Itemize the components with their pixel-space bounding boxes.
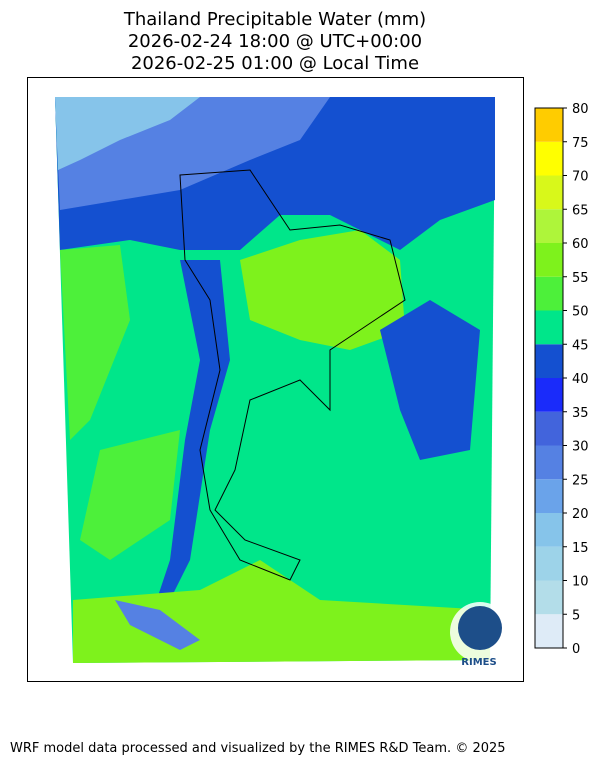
colorbar-tick-label: 45: [572, 338, 589, 353]
colorbar-segment: [535, 310, 563, 345]
colorbar-segment: [535, 243, 563, 277]
colorbar-segment: [535, 445, 563, 480]
colorbar-tick-label: 25: [572, 473, 589, 488]
colorbar-tick-label: 0: [572, 642, 580, 657]
colorbar-segment: [535, 580, 563, 615]
colorbar-tick-label: 55: [572, 271, 589, 286]
colorbar-segment: [535, 175, 563, 210]
footer: WRF model data processed and visualized …: [10, 741, 506, 756]
country-outline: [179, 169, 406, 581]
colorbar-tick-label: 35: [572, 406, 589, 421]
field-region: [240, 230, 405, 350]
colorbar-tick-label: 40: [572, 372, 589, 387]
field-region: [60, 245, 130, 440]
title-line: 2026-02-25 01:00 @ Local Time: [131, 53, 419, 74]
colorbar-tick-label: 75: [572, 136, 589, 151]
colorbar-segment: [535, 276, 563, 311]
colorbar-segment: [535, 209, 563, 243]
colorbar-segment: [535, 479, 563, 513]
logo-badge: [458, 606, 502, 650]
colorbar-tick-label: 15: [572, 541, 589, 556]
colorbar-tick-label: 5: [572, 608, 580, 623]
colorbar-segment: [535, 344, 563, 378]
field-region: [115, 600, 200, 650]
colorbar-segment: [535, 411, 563, 446]
colorbar-segment: [535, 513, 563, 547]
map: RIMES: [27, 77, 524, 682]
colorbar-tick-label: 65: [572, 203, 589, 218]
colorbar-segment: [535, 546, 563, 581]
colorbar-tick-label: 60: [572, 237, 589, 252]
title-line: 2026-02-24 18:00 @ UTC+00:00: [128, 31, 422, 52]
colorbar-tick-label: 50: [572, 305, 589, 320]
colorbar-tick-label: 70: [572, 170, 589, 185]
field-region: [55, 97, 200, 170]
colorbar-tick-label: 80: [572, 102, 589, 117]
colorbar-segment: [535, 108, 563, 142]
colorbar-segment: [535, 141, 563, 176]
colorbar-segment: [535, 614, 563, 648]
field-region: [150, 260, 230, 620]
colorbar: 0 5 10 15 20 25 30 35 40 45 50 55 60 65 70 75 80: [534, 102, 589, 657]
colorbar-tick-label: 20: [572, 507, 589, 522]
colorbar-segment: [535, 378, 563, 412]
title-line: Thailand Precipitable Water (mm): [123, 9, 426, 30]
logo-text: RIMES: [461, 657, 496, 668]
colorbar-tick-label: 30: [572, 440, 589, 455]
colorbar-tick-label: 10: [572, 575, 589, 590]
field-region: [380, 300, 480, 460]
field-region: [80, 430, 180, 560]
